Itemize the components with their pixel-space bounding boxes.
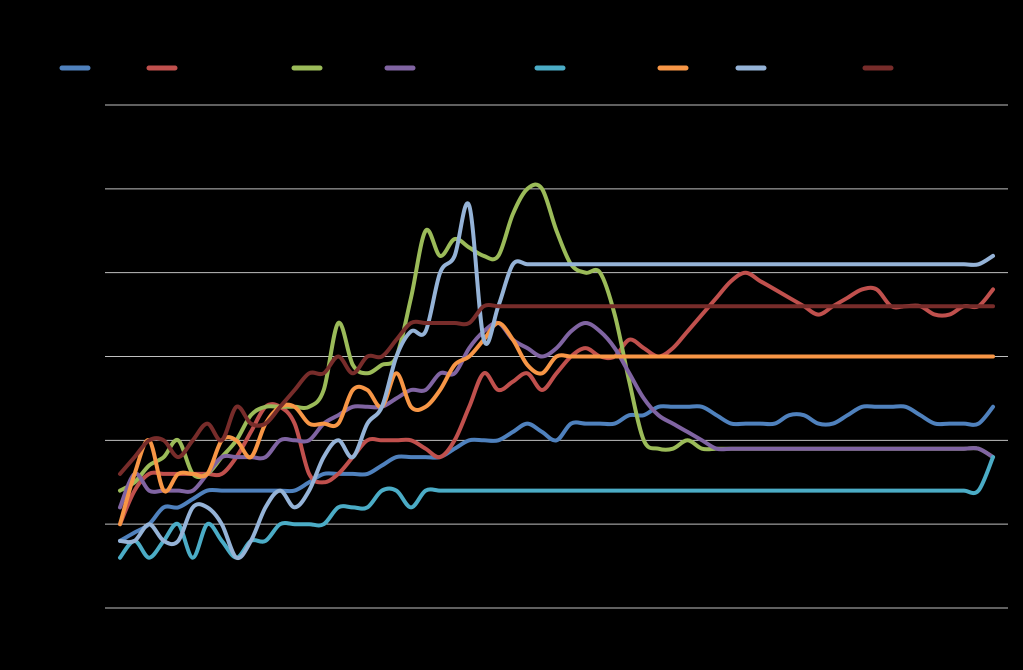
series-line-4	[118, 320, 995, 510]
gridlines	[105, 104, 1008, 609]
series-line-5	[118, 455, 995, 560]
series-line-1	[118, 404, 995, 543]
series-lines	[118, 182, 995, 561]
series-line-7	[118, 201, 995, 561]
series-line-2	[118, 270, 995, 527]
series-line-3	[118, 182, 995, 493]
series-line-8	[118, 302, 995, 476]
